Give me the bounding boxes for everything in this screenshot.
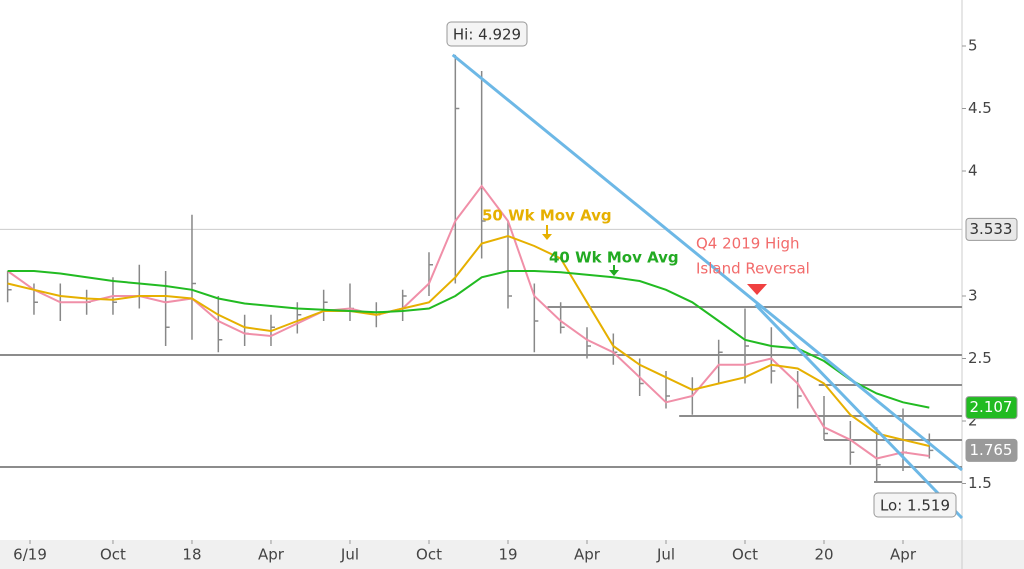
y-tick-label: 1.5 bbox=[968, 474, 992, 492]
moving-average bbox=[7, 184, 930, 460]
moving-average bbox=[7, 234, 930, 447]
trendline bbox=[451, 53, 963, 472]
price-label: 2.107 bbox=[970, 398, 1013, 416]
x-tick-label: 20 bbox=[814, 546, 833, 564]
annotation: 40 Wk Mov Avg bbox=[549, 249, 679, 267]
annotation: Q4 2019 High bbox=[696, 235, 800, 253]
price-label-box bbox=[965, 438, 1018, 462]
y-tick-label: 2.5 bbox=[968, 349, 992, 367]
x-tick-label: Apr bbox=[574, 546, 601, 564]
x-tick-label: 6/19 bbox=[13, 546, 47, 564]
y-tick-label: 2 bbox=[968, 412, 978, 430]
hi-box bbox=[446, 21, 528, 47]
x-tick-label: Apr bbox=[890, 546, 917, 564]
arrow bbox=[609, 270, 619, 276]
x-tick-label: Jul bbox=[656, 546, 675, 564]
y-tick-label: 4.5 bbox=[968, 99, 992, 117]
x-axis-band bbox=[0, 540, 1024, 569]
arrow bbox=[542, 234, 552, 240]
y-tick-label: 4 bbox=[968, 162, 978, 180]
trendline bbox=[754, 303, 964, 520]
x-tick-label: Oct bbox=[416, 546, 442, 564]
x-tick-label: Oct bbox=[100, 546, 126, 564]
annotation: 50 Wk Mov Avg bbox=[482, 207, 612, 225]
price-label-box bbox=[965, 396, 1018, 420]
price-label-box bbox=[965, 217, 1018, 241]
lo-label: Lo: 1.519 bbox=[880, 497, 950, 515]
hi-label: Hi: 4.929 bbox=[453, 26, 521, 44]
moving-average bbox=[7, 270, 930, 409]
x-tick-label: 18 bbox=[182, 546, 201, 564]
arrow bbox=[747, 284, 767, 295]
annotation: Island Reversal bbox=[696, 260, 810, 278]
lo-box bbox=[873, 492, 957, 518]
y-tick-label: 3 bbox=[968, 287, 978, 305]
marks bbox=[0, 53, 964, 520]
x-tick-label: Jul bbox=[340, 546, 359, 564]
x-tick-label: Apr bbox=[258, 546, 285, 564]
y-tick-label: 5 bbox=[968, 37, 978, 55]
x-tick-label: Oct bbox=[732, 546, 758, 564]
price-label: 3.533 bbox=[970, 220, 1013, 238]
x-tick-label: 19 bbox=[498, 546, 517, 564]
price-label: 1.765 bbox=[970, 441, 1013, 459]
